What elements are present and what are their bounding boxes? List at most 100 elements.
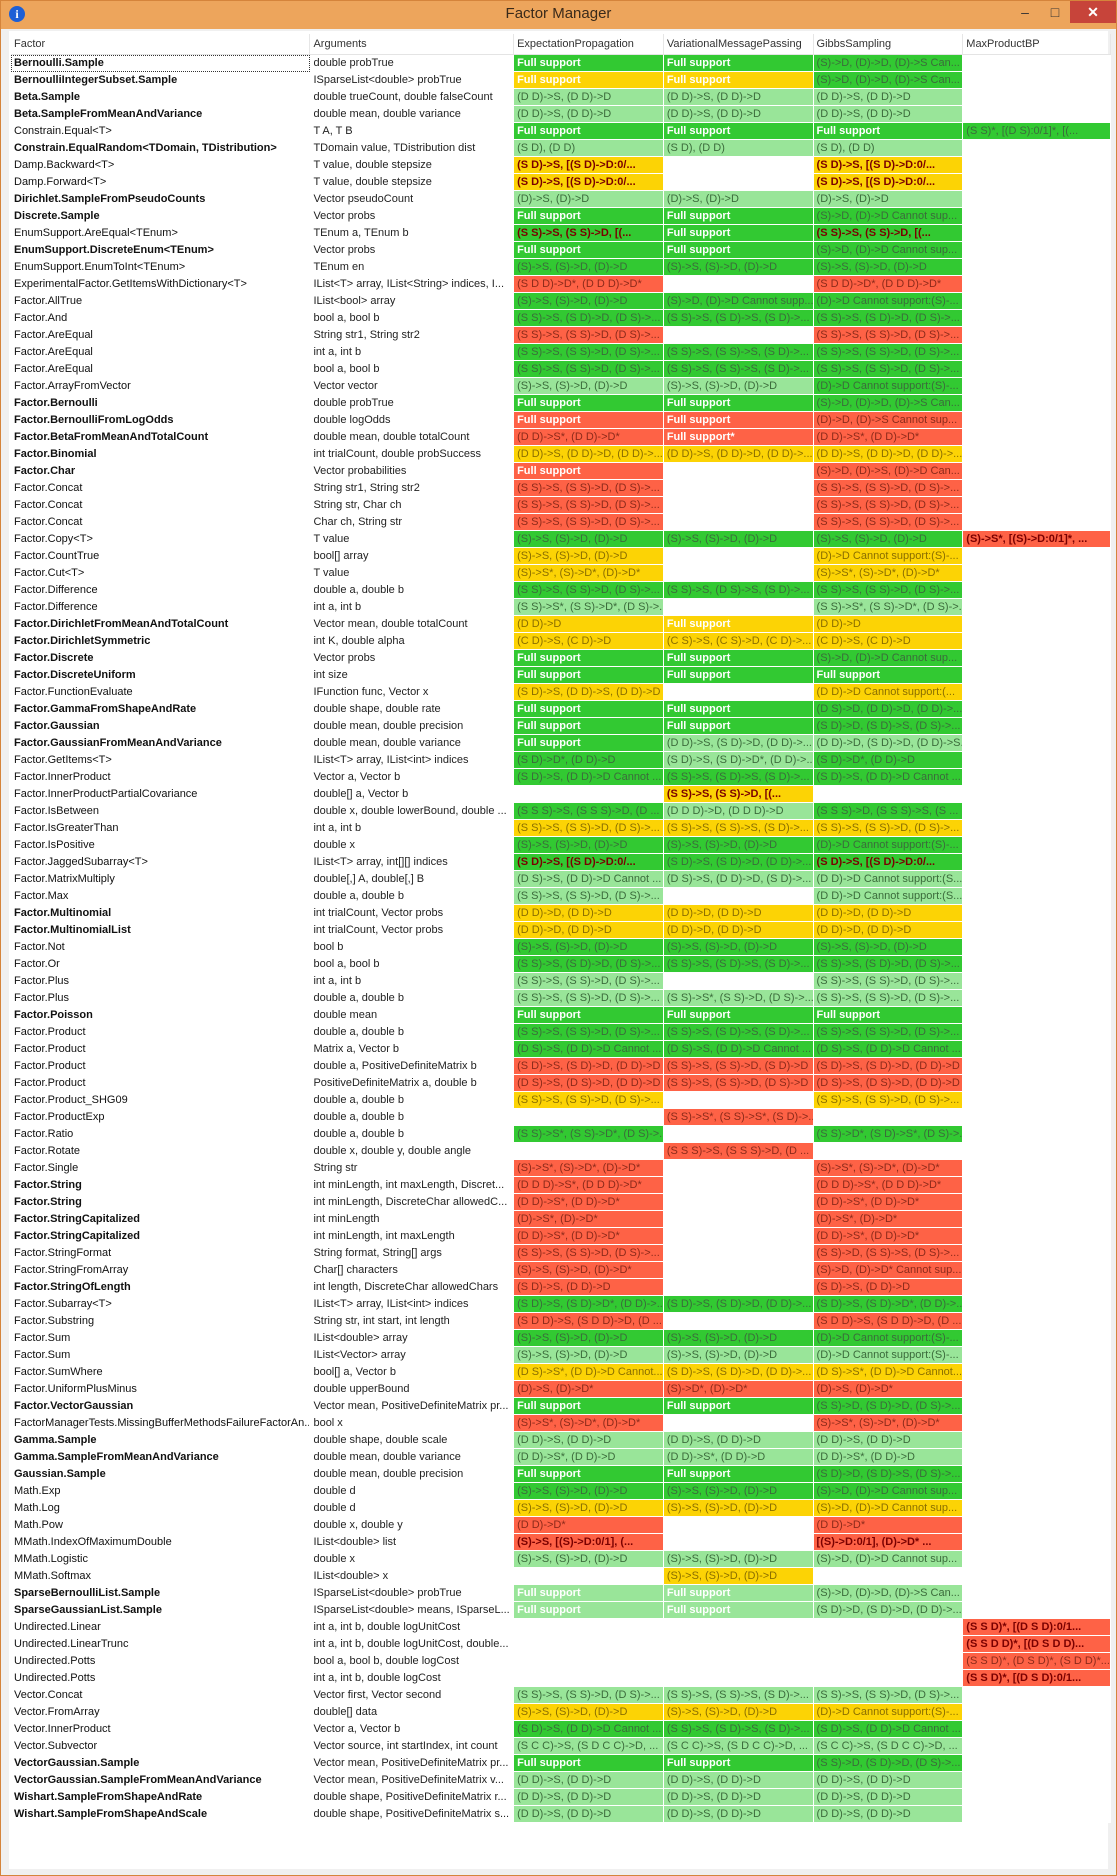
max-product-bp-cell[interactable] [963,1466,1112,1483]
max-product-bp-cell[interactable]: (S S)*, [(D S):0/1]*, [(... [963,123,1112,140]
arguments-cell[interactable]: int size [310,667,515,684]
gibbs-sampling-cell[interactable]: (S)->D, (D)->D Cannot sup... [813,1500,964,1517]
factor-cell[interactable]: Factor.StringFromArray [11,1262,311,1279]
gibbs-sampling-cell[interactable]: (S D)->S, [(S D)->D:0/... [813,174,964,191]
max-product-bp-cell[interactable] [963,1092,1112,1109]
table-row[interactable]: Gamma.Sample double shape, double scale (D… [11,1432,1112,1449]
factor-cell[interactable]: EnumSupport.DiscreteEnum<TEnum> [11,242,311,259]
factor-cell[interactable]: EnumSupport.AreEqual<TEnum> [11,225,311,242]
expectation-propagation-cell[interactable]: (S S)->S, (S S)->D, (D S)->... [514,344,664,361]
expectation-propagation-cell[interactable]: (S)->S, (S)->D, (D)->D [514,1330,664,1347]
table-row[interactable]: Factor.Concat String str, Char ch (S S)->S… [11,497,1112,514]
factor-cell[interactable]: Constrain.EqualRandom<TDomain, TDistribu… [11,140,311,157]
expectation-propagation-cell[interactable]: (S)->S, (S)->D, (D)->D [514,1500,664,1517]
gibbs-sampling-cell[interactable]: (D)->D, (D)->S Cannot sup... [813,412,964,429]
table-row[interactable]: Factor.Difference int a, int b (S S)->S*, … [11,599,1112,616]
expectation-propagation-cell[interactable]: (S)->S, (S)->D, (D)->D [514,548,664,565]
factor-cell[interactable]: Undirected.LinearTrunc [11,1636,311,1653]
arguments-cell[interactable]: double a, double b [310,1092,515,1109]
expectation-propagation-cell[interactable]: (S D)->S, [(S D)->D:0/... [514,854,664,871]
arguments-cell[interactable]: Vector probs [310,208,515,225]
table-row[interactable]: Factor.Sum IList<Vector> array (S)->S, (S)… [11,1347,1112,1364]
variational-message-passing-cell[interactable]: (C S)->S, (C S)->D, (C D)->... [663,633,814,650]
gibbs-sampling-cell[interactable]: (D D)->D Cannot support:(... [813,684,964,701]
arguments-cell[interactable]: IList<Vector> array [310,1347,515,1364]
factor-cell[interactable]: Factor.Rotate [11,1143,311,1160]
gibbs-sampling-cell[interactable]: (S)->D, (D)->D Cannot sup... [813,242,964,259]
table-row[interactable]: Math.Pow double x, double y (D D)->D* (D D)… [11,1517,1112,1534]
table-row[interactable]: Math.Log double d (S)->S, (S)->D, (D)->D (S… [11,1500,1112,1517]
table-row[interactable]: Factor.Discrete Vector probs Full support F… [11,650,1112,667]
variational-message-passing-cell[interactable]: (D D D)->D, (D D D)->D [663,803,814,820]
factor-cell[interactable]: Factor.IsGreaterThan [11,820,311,837]
variational-message-passing-cell[interactable]: (S)->S, (S)->D, (D)->D [663,1330,814,1347]
gibbs-sampling-cell[interactable]: (S)->S, (S)->D, (D)->D [813,531,964,548]
arguments-cell[interactable]: PositiveDefiniteMatrix a, double b [310,1075,515,1092]
gibbs-sampling-cell[interactable] [813,1670,964,1687]
gibbs-sampling-cell[interactable]: (D D)->S, (D D)->D [813,1772,964,1789]
gibbs-sampling-cell[interactable]: (D D)->D Cannot support:(S... [813,888,964,905]
factor-cell[interactable]: Constrain.Equal<T> [11,123,311,140]
arguments-cell[interactable]: double mean [310,1007,515,1024]
factor-cell[interactable]: Factor.Product [11,1041,311,1058]
variational-message-passing-cell[interactable]: Full support* [663,429,814,446]
arguments-cell[interactable]: double a, PositiveDefiniteMatrix b [310,1058,515,1075]
gibbs-sampling-cell[interactable]: (C D)->S, (C D)->D [813,633,964,650]
column-header-gibbs-sampling[interactable]: GibbsSampling [814,34,964,54]
max-product-bp-cell[interactable] [963,1772,1112,1789]
gibbs-sampling-cell[interactable]: (D D)->S*, (D D)->D* [813,1228,964,1245]
max-product-bp-cell[interactable] [963,1211,1112,1228]
table-row[interactable]: Factor.Product_SHG09 double a, double b (S… [11,1092,1112,1109]
arguments-cell[interactable]: Vector a, Vector b [310,1721,515,1738]
arguments-cell[interactable]: Vector pseudoCount [310,191,515,208]
table-row[interactable]: Damp.Forward<T> T value, double stepsize(… [11,174,1112,191]
gibbs-sampling-cell[interactable]: (S)->D, (D)->D Cannot sup... [813,1551,964,1568]
variational-message-passing-cell[interactable]: Full support [663,412,814,429]
factor-cell[interactable]: Factor.Not [11,939,311,956]
expectation-propagation-cell[interactable] [514,1636,664,1653]
table-row[interactable]: Factor.StringFormat String format, String… [11,1245,1112,1262]
factor-cell[interactable]: Factor.JaggedSubarray<T> [11,854,311,871]
variational-message-passing-cell[interactable] [663,1177,814,1194]
gibbs-sampling-cell[interactable]: (S S)->S, (S S)->D, (D S)->... [813,1092,964,1109]
table-row[interactable]: Constrain.Equal<T> T A, T B Full support Fu… [11,123,1112,140]
table-row[interactable]: Factor.Concat Char ch, String str (S S)->S… [11,514,1112,531]
max-product-bp-cell[interactable] [963,497,1112,514]
expectation-propagation-cell[interactable]: (S D D)->D*, (D D D)->D* [514,276,664,293]
max-product-bp-cell[interactable] [963,344,1112,361]
table-row[interactable]: Factor.Sum IList<double> array (S)->S, (S)… [11,1330,1112,1347]
factor-cell[interactable]: SparseBernoulliList.Sample [11,1585,311,1602]
gibbs-sampling-cell[interactable]: (S)->S*, (S)->D*, (D)->D* [813,1160,964,1177]
expectation-propagation-cell[interactable]: Full support [514,1466,664,1483]
factor-cell[interactable]: Gaussian.Sample [11,1466,311,1483]
max-product-bp-cell[interactable] [963,1398,1112,1415]
factor-cell[interactable]: BernoulliIntegerSubset.Sample [11,72,311,89]
variational-message-passing-cell[interactable] [663,1653,814,1670]
gibbs-sampling-cell[interactable]: (S S)->D, (S S)->S, (D S)->... [813,1245,964,1262]
expectation-propagation-cell[interactable]: (D D)->D, (D D)->D [514,922,664,939]
max-product-bp-cell[interactable] [963,667,1112,684]
variational-message-passing-cell[interactable]: (D D)->S, (D D)->D [663,1432,814,1449]
column-header-arguments[interactable]: Arguments [310,34,515,54]
max-product-bp-cell[interactable] [963,446,1112,463]
factor-cell[interactable]: Factor.AreEqual [11,361,311,378]
arguments-cell[interactable]: int trialCount, Vector probs [310,922,515,939]
table-row[interactable]: Factor.StringOfLength int length, Discret… [11,1279,1112,1296]
arguments-cell[interactable]: int minLength, int maxLength [310,1228,515,1245]
factor-grid[interactable]: Factor Arguments ExpectationPropagation … [11,34,1112,1823]
gibbs-sampling-cell[interactable]: (D)->S, (D)->D [813,191,964,208]
variational-message-passing-cell[interactable]: Full support [663,395,814,412]
table-row[interactable]: Factor.Binomial int trialCount, double pr… [11,446,1112,463]
table-row[interactable]: Undirected.Potts bool a, bool b, double l… [11,1653,1112,1670]
max-product-bp-cell[interactable] [963,1517,1112,1534]
variational-message-passing-cell[interactable] [663,1619,814,1636]
expectation-propagation-cell[interactable]: (S S)->S, (S S)->D, (D S)->... [514,973,664,990]
factor-cell[interactable]: Factor.Plus [11,973,311,990]
factor-cell[interactable]: Factor.Poisson [11,1007,311,1024]
expectation-propagation-cell[interactable]: (S)->S, (S)->D, (D)->D [514,1551,664,1568]
factor-cell[interactable]: Factor.Copy<T> [11,531,311,548]
arguments-cell[interactable]: Vector a, Vector b [310,769,515,786]
arguments-cell[interactable]: int trialCount, double probSuccess [310,446,515,463]
expectation-propagation-cell[interactable]: (D)->S, (D)->D [514,191,664,208]
variational-message-passing-cell[interactable] [663,1279,814,1296]
